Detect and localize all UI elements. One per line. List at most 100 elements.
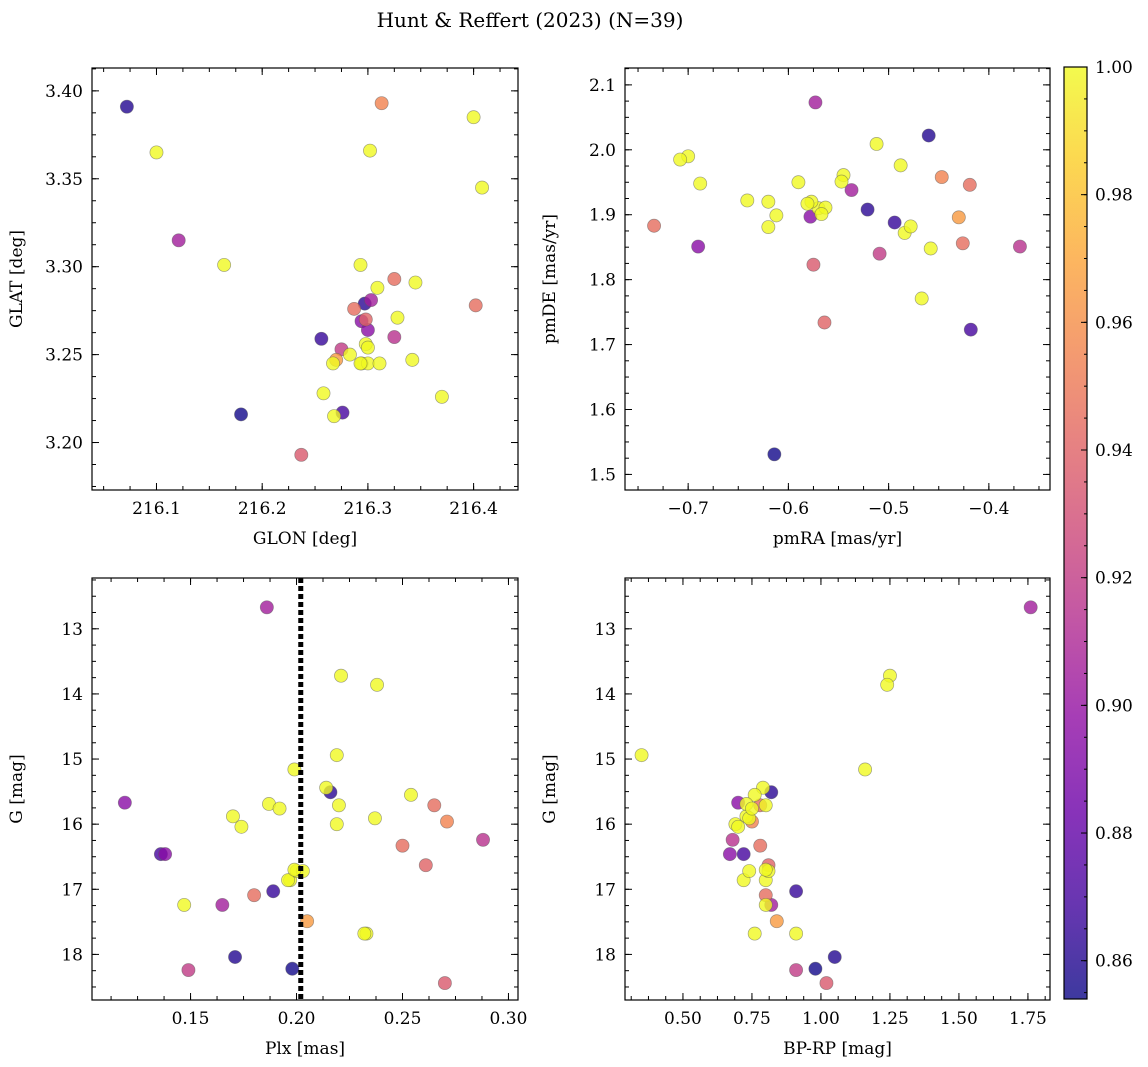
- data-point: [923, 241, 938, 256]
- x-tick-label: 216.4: [449, 499, 498, 519]
- x-tick-label: 0.30: [490, 1009, 528, 1029]
- y-tick-label: 16: [594, 815, 616, 835]
- data-point: [647, 218, 662, 233]
- data-point: [769, 208, 784, 223]
- data-point: [363, 143, 377, 158]
- data-point: [364, 293, 379, 308]
- data-point: [353, 356, 368, 371]
- data-point: [736, 847, 751, 862]
- y-tick-label: 17: [61, 880, 83, 900]
- y-tick-label: 18: [61, 945, 83, 965]
- y-tick-label: 3.40: [45, 82, 83, 102]
- y-tick-label: 18: [594, 945, 616, 965]
- data-point: [914, 291, 929, 306]
- data-point: [300, 914, 315, 929]
- data-point: [921, 128, 936, 143]
- data-point: [418, 858, 433, 873]
- data-point: [358, 312, 373, 327]
- data-point: [745, 801, 759, 816]
- data-point: [673, 152, 688, 167]
- data-point: [753, 838, 768, 853]
- data-point: [962, 177, 977, 192]
- panel-plx-g: 0.15 0.20 0.25 0.30 13 14 15 16 17 18 Plx [mas] G […: [7, 577, 528, 1059]
- data-point: [158, 847, 173, 862]
- data-point: [869, 137, 884, 151]
- data-point: [404, 787, 418, 802]
- data-point: [272, 801, 287, 816]
- x-axis-label: pmRA [mas/yr]: [773, 529, 902, 549]
- colorbar-frame: [1063, 66, 1088, 1000]
- y-axis-label: pmDE [mas/yr]: [540, 214, 560, 344]
- data-point: [434, 389, 449, 404]
- y-tick-label: 3.20: [45, 434, 83, 454]
- data-point: [858, 762, 873, 777]
- y-tick-label: 15: [594, 750, 616, 770]
- data-point: [725, 832, 740, 847]
- data-point: [740, 193, 755, 208]
- data-point: [225, 809, 240, 824]
- data-point: [171, 233, 186, 248]
- data-point: [360, 340, 375, 355]
- data-point: [934, 170, 949, 185]
- y-tick-label: 16: [61, 815, 83, 835]
- data-point: [893, 158, 908, 173]
- data-point: [374, 96, 389, 111]
- data-point: [747, 926, 762, 941]
- data-point: [475, 180, 490, 195]
- data-point: [806, 257, 821, 272]
- y-axis-label: G [mag]: [7, 754, 27, 823]
- data-point: [327, 409, 342, 424]
- data-point: [476, 832, 490, 847]
- points-bprp-g: [634, 600, 1038, 991]
- data-point: [331, 798, 346, 813]
- colorbar-gradient: [1064, 67, 1087, 999]
- data-point: [789, 884, 804, 899]
- data-point: [1023, 600, 1038, 615]
- y-tick-label: 14: [61, 685, 83, 705]
- panel-pmra-pmde: −0.7 −0.6 −0.5 −0.4 1.5 1.6 1.7 1.8 1.9 2.0 2.1 pmR…: [540, 67, 1051, 549]
- panel-glon-glat: 216.1 216.2 216.3 216.4 3.20 3.25 3.30 3.35 3.40…: [7, 67, 519, 549]
- data-point: [769, 914, 784, 929]
- data-point: [285, 961, 300, 976]
- colorbar-tick-label: 0.86: [1095, 952, 1133, 972]
- y-tick-label: 1.6: [589, 400, 616, 420]
- data-point: [951, 210, 966, 225]
- data-point: [844, 183, 859, 198]
- data-point: [437, 976, 452, 991]
- colorbar-tick-label: 0.98: [1095, 186, 1133, 206]
- y-tick-label: 1.9: [589, 206, 616, 226]
- x-tick-label: 0.25: [384, 1009, 422, 1029]
- x-tick-label: −0.7: [668, 499, 709, 519]
- data-point: [259, 600, 274, 615]
- data-point: [357, 926, 372, 941]
- colorbar-tick-label: 1.00: [1095, 58, 1133, 78]
- data-point: [691, 239, 706, 254]
- data-point: [387, 330, 402, 344]
- panel-bprp-g: 0.50 0.75 1.00 1.25 1.50 1.75 13 14 15 16 17 18 BP-R…: [540, 577, 1051, 1059]
- colorbar-tick-label: 0.94: [1095, 441, 1133, 461]
- data-point: [316, 386, 331, 401]
- y-tick-label: 13: [594, 620, 616, 640]
- data-point: [177, 897, 192, 912]
- data-point: [395, 838, 410, 853]
- y-tick-label: 13: [61, 620, 83, 640]
- data-point: [370, 677, 385, 692]
- data-point: [819, 976, 834, 991]
- data-point: [814, 207, 829, 222]
- data-point: [294, 447, 309, 462]
- data-point: [281, 873, 295, 888]
- data-point: [742, 864, 757, 879]
- data-point: [872, 246, 887, 261]
- x-tick-label: 1.75: [1009, 1009, 1047, 1029]
- data-point: [1012, 239, 1027, 254]
- data-point: [834, 174, 849, 189]
- x-tick-label: −0.5: [868, 499, 909, 519]
- data-point: [963, 322, 978, 337]
- data-point: [634, 748, 649, 763]
- data-point: [215, 897, 230, 912]
- data-point: [329, 817, 344, 832]
- data-point: [326, 356, 340, 371]
- figure-title: Hunt & Reffert (2023) (N=39): [377, 8, 684, 32]
- y-tick-label: 2.1: [589, 76, 616, 96]
- y-tick-label: 3.30: [45, 258, 83, 278]
